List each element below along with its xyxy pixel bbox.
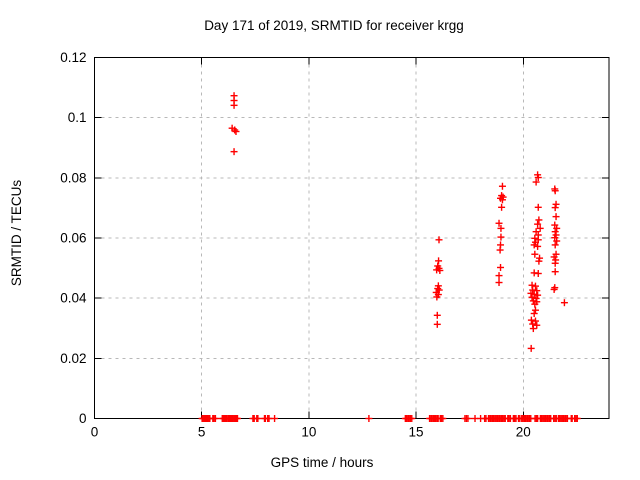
data-point-marker — [498, 196, 506, 204]
data-point-marker — [498, 203, 506, 211]
data-point-marker — [495, 279, 503, 287]
data-point-marker — [527, 316, 535, 324]
data-point-marker — [533, 321, 541, 329]
x-tick-labels: 0 5 10 15 20 — [91, 425, 531, 440]
data-point-marker — [534, 220, 542, 228]
data-point-marker — [535, 216, 543, 224]
data-point-marker — [530, 241, 538, 249]
y-tick-label: 0.06 — [60, 231, 86, 246]
data-point-marker — [534, 203, 542, 211]
data-point-marker — [433, 320, 441, 328]
data-point-marker — [439, 415, 447, 422]
data-point-marker — [530, 310, 538, 318]
data-point-marker — [552, 200, 560, 208]
axis-ticks — [94, 57, 609, 419]
data-point-marker — [551, 187, 559, 195]
data-point-marker — [497, 263, 505, 271]
data-point-marker — [232, 128, 240, 136]
data-point-marker — [495, 219, 503, 227]
data-point-marker — [495, 272, 503, 280]
data-point-marker — [534, 269, 542, 277]
data-point-marker — [233, 415, 241, 422]
data-point-marker — [529, 325, 537, 333]
chart-title: Day 171 of 2019, SRMTID for receiver krg… — [204, 18, 464, 33]
data-point-marker — [535, 257, 543, 265]
data-point-marker — [434, 285, 442, 293]
data-point-marker — [435, 236, 443, 244]
data-point-marker — [531, 306, 539, 314]
data-point-marker — [271, 415, 279, 422]
y-tick-labels: 0 0.02 0.04 0.06 0.08 0.1 0.12 — [60, 50, 87, 426]
data-point-marker — [553, 224, 561, 232]
y-tick-label: 0 — [79, 411, 87, 426]
data-point-marker — [552, 213, 560, 221]
y-tick-label: 0.04 — [60, 291, 87, 306]
data-point-marker — [408, 415, 416, 422]
data-point-marker — [551, 259, 559, 267]
y-tick-label: 0.02 — [60, 351, 86, 366]
data-point-marker — [551, 241, 559, 249]
y-tick-label: 0.12 — [60, 50, 86, 65]
data-point-marker — [531, 250, 539, 258]
data-point-marker — [551, 228, 559, 236]
data-point-marker — [531, 282, 539, 290]
data-point-marker — [528, 293, 536, 301]
data-point-marker — [464, 415, 472, 422]
data-point-marker — [254, 415, 262, 422]
data-point-marker — [433, 293, 441, 301]
data-point-marker — [534, 242, 542, 250]
data-point-marker — [529, 297, 537, 305]
x-tick-label: 0 — [91, 425, 99, 440]
data-point-marker — [497, 233, 505, 241]
data-point-marker — [211, 415, 219, 422]
data-point-marker — [534, 291, 542, 299]
x-tick-label: 20 — [516, 425, 531, 440]
data-point-marker — [527, 289, 535, 297]
y-tick-label: 0.08 — [60, 170, 86, 185]
data-point-marker — [365, 415, 373, 422]
data-points — [198, 92, 581, 422]
data-point-marker — [527, 344, 535, 352]
data-point-marker — [551, 268, 559, 276]
data-point-marker — [560, 299, 568, 307]
data-point-marker — [435, 257, 443, 265]
data-point-marker — [230, 148, 238, 156]
data-point-marker — [534, 174, 542, 182]
x-tick-label: 15 — [409, 425, 424, 440]
data-point-marker — [551, 204, 559, 212]
data-point-marker — [573, 415, 581, 422]
y-tick-label: 0.1 — [68, 110, 87, 125]
data-point-marker — [550, 285, 558, 293]
data-point-marker — [531, 300, 539, 308]
data-point-marker — [553, 237, 561, 245]
data-point-marker — [231, 126, 239, 134]
x-axis-title: GPS time / hours — [270, 455, 374, 470]
data-point-marker — [532, 178, 540, 186]
data-point-marker — [497, 224, 505, 232]
x-tick-label: 10 — [301, 425, 316, 440]
data-point-marker — [433, 311, 441, 319]
x-tick-label: 5 — [198, 425, 206, 440]
data-point-marker — [533, 287, 541, 295]
data-point-marker — [436, 266, 444, 274]
data-point-marker — [498, 182, 506, 190]
data-point-marker — [230, 101, 238, 109]
data-point-marker — [536, 224, 544, 232]
data-point-marker — [496, 246, 504, 254]
